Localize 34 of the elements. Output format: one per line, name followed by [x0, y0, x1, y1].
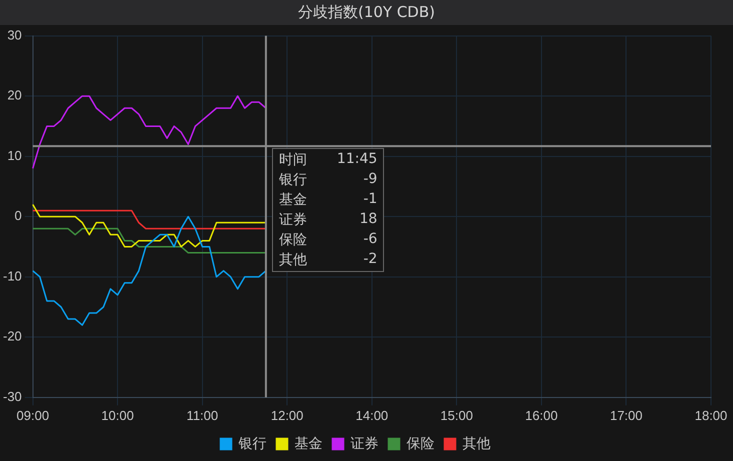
legend-label: 基金	[294, 434, 322, 451]
x-tick-label: 18:00	[694, 408, 728, 423]
legend-label: 保险	[406, 434, 434, 451]
y-tick-label: -20	[2, 328, 22, 344]
legend-label: 其他	[462, 434, 490, 451]
y-tick-label: 30	[7, 27, 22, 42]
x-tick-label: 12:00	[270, 408, 304, 423]
chart-title: 分歧指数(10Y CDB)	[0, 0, 733, 25]
annotation: 其他	[278, 251, 307, 270]
annotation: -2	[362, 251, 378, 270]
text: 时间	[278, 152, 307, 168]
y-tick-label: -30	[2, 388, 22, 404]
annotation: -9	[362, 171, 378, 190]
annotation: -6	[362, 231, 378, 250]
legend-label: 证券	[350, 434, 378, 451]
annotation: 证券	[278, 211, 307, 230]
y-tick-label: 20	[7, 88, 22, 103]
y-tick-label: 10	[7, 148, 22, 163]
x-tick-label: 17:00	[610, 408, 642, 423]
annotation: 基金	[278, 191, 307, 210]
annotation: 18	[358, 211, 378, 230]
annotation: -1	[362, 191, 378, 210]
x-tick-label: 09:00	[16, 408, 50, 423]
x-tick-label: 11:00	[186, 408, 218, 423]
annotation: 银行	[278, 171, 307, 190]
x-tick-label: 10:00	[101, 408, 134, 423]
x-tick-label: 15:00	[440, 408, 473, 423]
x-tick-label: 16:00	[525, 408, 558, 423]
y-tick-label: 0	[14, 208, 22, 224]
x-tick-label: 14:00	[356, 408, 388, 423]
annotation: 保险	[278, 231, 307, 250]
y-tick-label: -10	[2, 268, 22, 284]
legend-label: 银行	[238, 434, 266, 451]
text: 11:45	[336, 151, 378, 168]
